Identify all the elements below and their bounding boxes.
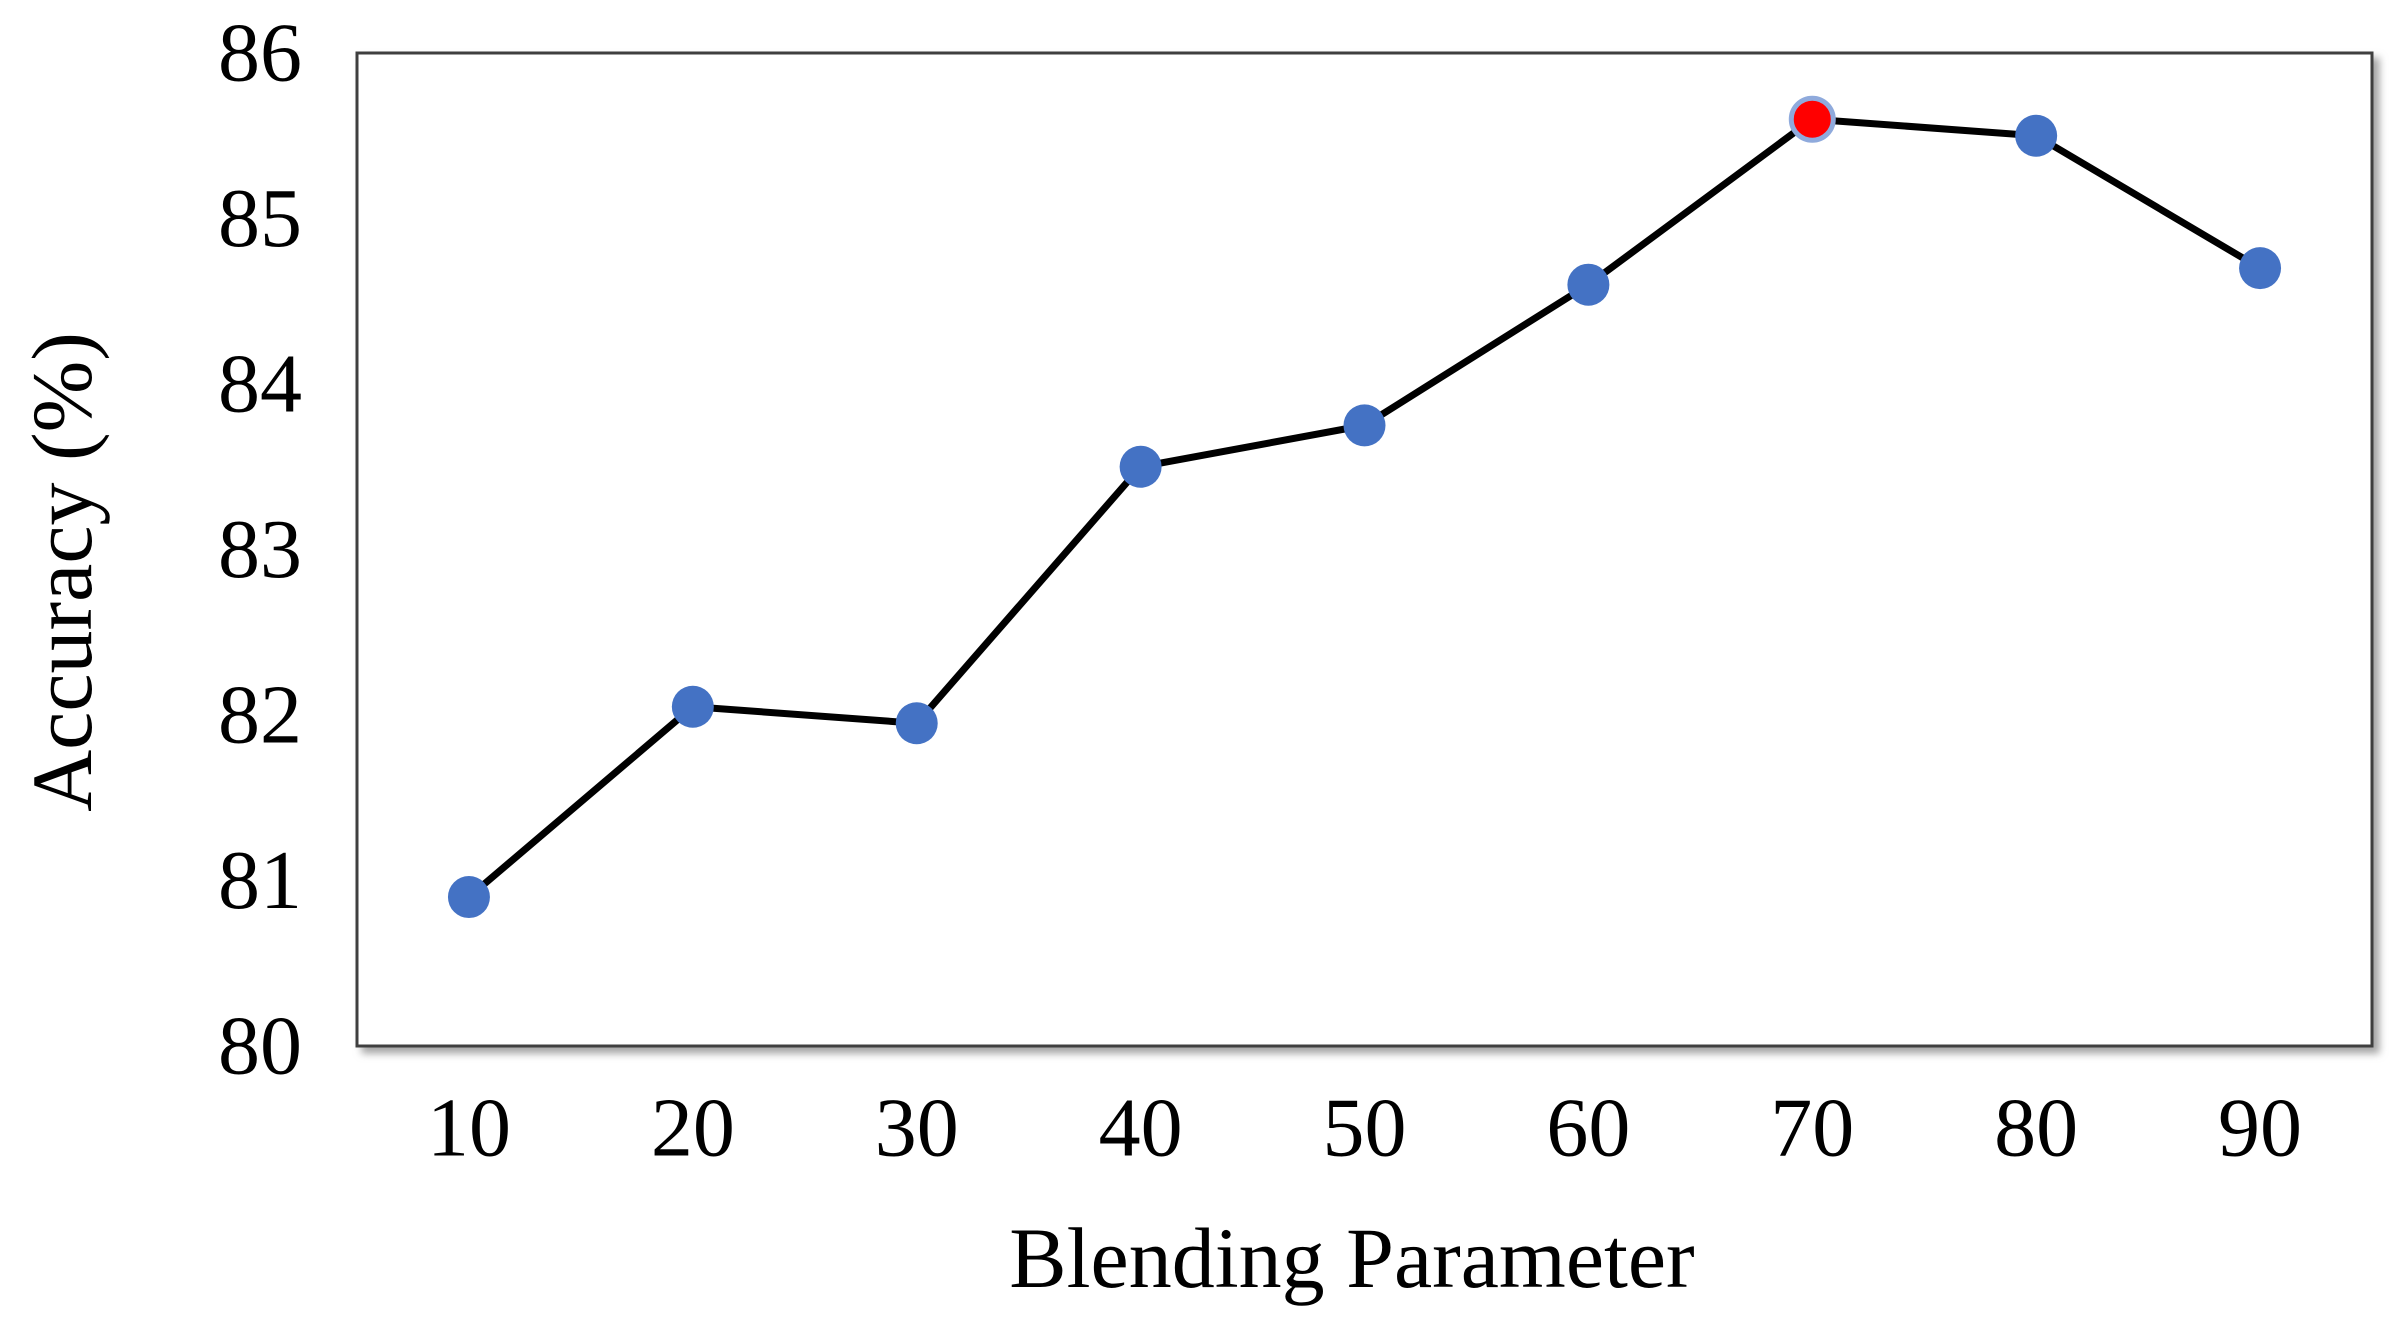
data-point xyxy=(2239,247,2282,290)
data-point xyxy=(1567,263,1610,306)
x-axis-title: Blending Parameter xyxy=(1009,1210,1695,1306)
data-point xyxy=(671,685,714,728)
data-point xyxy=(2015,114,2058,157)
y-tick-label: 83 xyxy=(218,503,302,596)
plot-area xyxy=(355,51,2374,1048)
y-tick-label: 82 xyxy=(218,669,302,762)
x-tick-label: 40 xyxy=(1099,1082,1183,1175)
data-point xyxy=(1343,404,1386,447)
y-tick-label: 80 xyxy=(218,1000,302,1093)
y-tick-label: 84 xyxy=(218,338,302,431)
x-tick-label: 90 xyxy=(2218,1082,2302,1175)
x-tick-label: 70 xyxy=(1770,1082,1854,1175)
data-point-highlighted xyxy=(1788,95,1836,143)
x-tick-label: 60 xyxy=(1546,1082,1630,1175)
x-tick-label: 80 xyxy=(1994,1082,2078,1175)
data-point xyxy=(1119,445,1162,488)
y-axis-title: Accuracy (%) xyxy=(14,332,110,812)
y-tick-label: 86 xyxy=(218,7,302,100)
data-point xyxy=(895,702,938,745)
x-tick-label: 50 xyxy=(1323,1082,1407,1175)
x-tick-label: 30 xyxy=(875,1082,959,1175)
data-point xyxy=(447,876,490,919)
x-tick-label: 20 xyxy=(651,1082,735,1175)
y-tick-label: 85 xyxy=(218,172,302,265)
x-tick-label: 10 xyxy=(427,1082,511,1175)
y-tick-label: 81 xyxy=(218,834,302,927)
